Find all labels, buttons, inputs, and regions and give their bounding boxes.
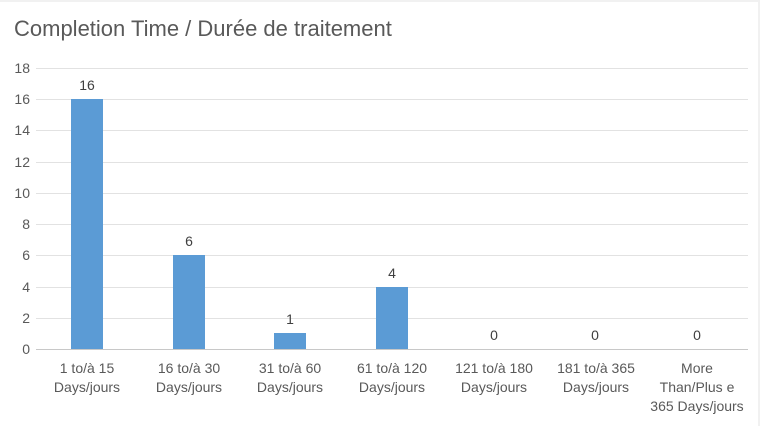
bar-value-label: 0 (490, 327, 498, 343)
x-axis-category-label: 121 to/à 180 Days/jours (455, 360, 533, 395)
gridline (36, 99, 748, 100)
gridline (36, 162, 748, 163)
bar (173, 255, 205, 349)
x-axis-category-label: 31 to/à 60 Days/jours (256, 360, 324, 395)
x-axis-category-label: 1 to/à 15 Days/jours (53, 360, 121, 395)
bar (71, 99, 103, 349)
y-axis-tick-label: 18 (14, 60, 30, 76)
bar (274, 333, 306, 349)
x-axis-category-label: More Than/Plus e 365 Days/jours (650, 360, 744, 414)
y-axis-tick-label: 12 (14, 154, 30, 170)
y-axis-tick-label: 6 (22, 247, 30, 263)
bar (376, 287, 408, 349)
bar-value-label: 1 (286, 311, 294, 327)
gridline (36, 255, 748, 256)
x-axis-category-label: 61 to/à 120 Days/jours (356, 360, 428, 395)
y-axis-tick-label: 2 (22, 310, 30, 326)
y-axis-tick-label: 8 (22, 216, 30, 232)
bar-value-label: 0 (693, 327, 701, 343)
x-axis-line (36, 349, 748, 350)
x-axis-category-label: 181 to/à 365 Days/jours (557, 360, 635, 395)
gridline (36, 130, 748, 131)
gridline (36, 68, 748, 69)
y-axis-tick-label: 4 (22, 279, 30, 295)
y-axis-tick-label: 14 (14, 122, 30, 138)
chart-title: Completion Time / Durée de traitement (14, 16, 392, 41)
bar-value-label: 16 (79, 77, 95, 93)
y-axis-tick-label: 16 (14, 91, 30, 107)
bar-value-label: 6 (185, 233, 193, 249)
y-axis-tick-label: 10 (14, 185, 30, 201)
y-axis-tick-label: 0 (22, 341, 30, 357)
bar-value-label: 0 (591, 327, 599, 343)
x-axis-category-label: 16 to/à 30 Days/jours (155, 360, 223, 395)
gridline (36, 224, 748, 225)
gridline (36, 193, 748, 194)
bar-value-label: 4 (388, 265, 396, 281)
